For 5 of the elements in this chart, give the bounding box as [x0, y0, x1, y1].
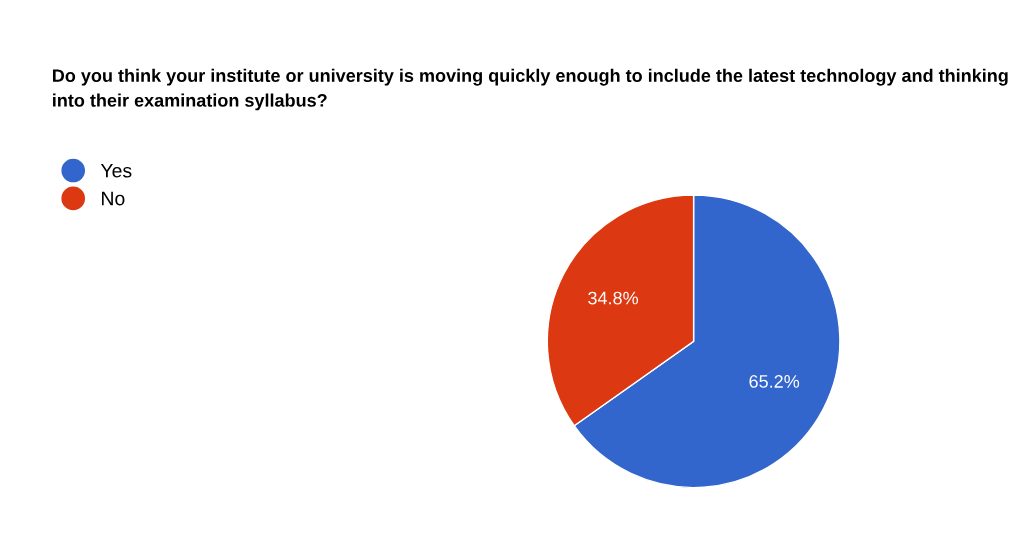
chart-title: Do you think your institute or university is moving quickly enough to include the latest technology and thinking into their examination syllabus?	[53, 68, 1008, 111]
data-label: 34.8%	[588, 291, 639, 305]
data-label: 65.2%	[749, 375, 800, 388]
legend-label: No	[102, 191, 125, 206]
legend-label: Yes	[100, 163, 132, 178]
